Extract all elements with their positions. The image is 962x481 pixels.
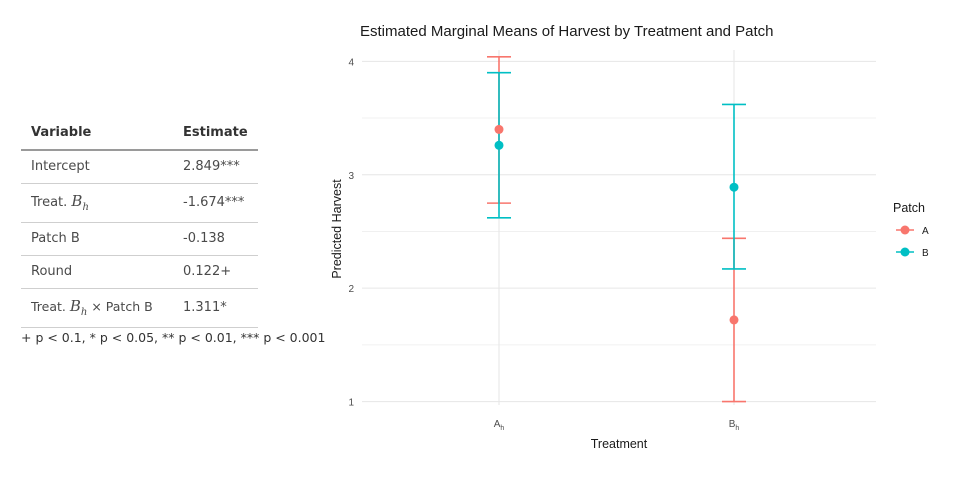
point-A <box>729 315 739 325</box>
y-tick-label: 2 <box>348 284 354 295</box>
regression-table: Variable Estimate Intercept 2.849*** Tre… <box>21 117 258 328</box>
legend-label: A <box>922 226 929 237</box>
math-subscript: h <box>80 307 88 318</box>
y-tick-label: 4 <box>348 57 354 68</box>
legend-label: B <box>922 248 929 259</box>
estimate-cell: 0.122+ <box>173 255 258 289</box>
x-tick-base: B <box>729 419 736 430</box>
y-tick-label: 1 <box>348 398 354 409</box>
legend-title: Patch <box>893 201 925 215</box>
estimate-cell: -0.138 <box>173 222 258 256</box>
variable-cell: Treat. Bh <box>21 183 173 223</box>
legend-key-point <box>900 225 910 235</box>
table-row: Patch B -0.138 <box>21 222 258 256</box>
point-A <box>494 124 504 134</box>
column-header-variable: Variable <box>21 117 173 151</box>
point-B <box>729 182 739 192</box>
significance-footnote: + p < 0.1, * p < 0.05, ** p < 0.01, *** … <box>21 330 326 345</box>
table-row: Treat. Bh × Patch B 1.311* <box>21 288 258 328</box>
legend-key-point <box>900 247 910 257</box>
y-tick-label: 3 <box>348 171 354 182</box>
chart-title: Estimated Marginal Means of Harvest by T… <box>360 23 774 40</box>
estimate-cell: 1.311* <box>173 288 258 328</box>
table-row: Treat. Bh -1.674*** <box>21 183 258 223</box>
table-row: Intercept 2.849*** <box>21 150 258 184</box>
variable-suffix: × Patch B <box>87 299 153 314</box>
variable-cell: Patch B <box>21 222 173 256</box>
math-base: B <box>69 297 81 315</box>
table-header-row: Variable Estimate <box>21 117 258 151</box>
variable-prefix: Treat. <box>31 195 72 210</box>
x-tick-subscript: h <box>735 425 739 432</box>
y-axis-label: Predicted Harvest <box>330 179 344 279</box>
x-tick-subscript: h <box>500 425 504 432</box>
x-tick-label: Bh <box>729 419 740 432</box>
variable-prefix: Treat. <box>31 299 70 314</box>
x-axis-label: Treatment <box>591 437 648 451</box>
variable-cell: Intercept <box>21 150 173 184</box>
variable-cell: Round <box>21 255 173 289</box>
estimate-cell: 2.849*** <box>173 150 258 184</box>
variable-cell: Treat. Bh × Patch B <box>21 288 173 328</box>
math-base: B <box>71 192 83 210</box>
estimate-cell: -1.674*** <box>173 183 258 223</box>
math-subscript: h <box>82 202 89 213</box>
x-tick-label: Ah <box>494 419 505 432</box>
x-tick-base: A <box>494 419 501 430</box>
math-term: Bh <box>69 297 88 318</box>
point-B <box>494 140 504 150</box>
table-row: Round 0.122+ <box>21 255 258 289</box>
math-term: Bh <box>71 192 89 213</box>
column-header-estimate: Estimate <box>173 117 258 151</box>
